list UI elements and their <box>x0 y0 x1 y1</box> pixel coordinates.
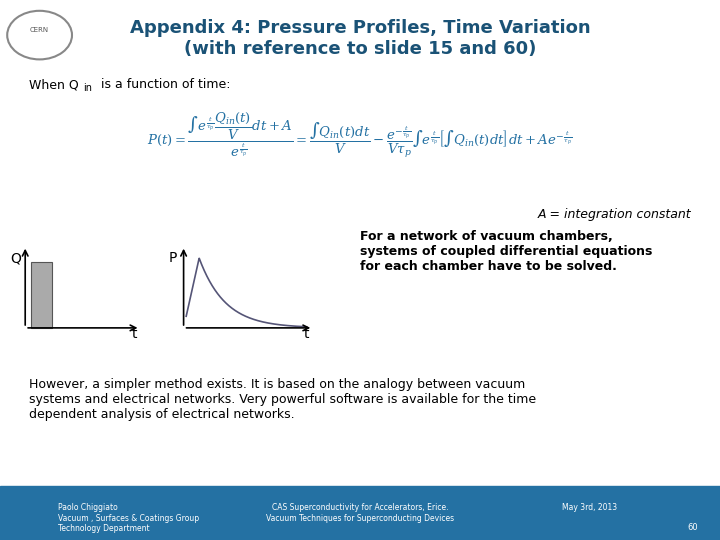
Bar <box>31 262 52 328</box>
Text: t: t <box>132 327 138 341</box>
Text: in: in <box>83 83 92 93</box>
Text: P: P <box>169 251 177 265</box>
Text: A = integration constant: A = integration constant <box>538 208 691 221</box>
Text: CERN: CERN <box>30 26 49 33</box>
Text: May 3rd, 2013: May 3rd, 2013 <box>562 503 617 512</box>
Text: Paolo Chiggiato
Vacuum , Surfaces & Coatings Group
Technology Department: Paolo Chiggiato Vacuum , Surfaces & Coat… <box>58 503 199 533</box>
Text: 60: 60 <box>688 523 698 532</box>
Text: Appendix 4: Pressure Profiles, Time Variation: Appendix 4: Pressure Profiles, Time Vari… <box>130 19 590 37</box>
Text: (with reference to slide 15 and 60): (with reference to slide 15 and 60) <box>184 40 536 58</box>
Text: When Q: When Q <box>29 78 78 91</box>
Bar <box>0 486 720 540</box>
Text: is a function of time:: is a function of time: <box>97 78 230 91</box>
Text: $P(t) = \dfrac{\int e^{\frac{t}{\tau_p}} \dfrac{Q_{in}(t)}{V} dt + A}{e^{\frac{t: $P(t) = \dfrac{\int e^{\frac{t}{\tau_p}}… <box>148 110 572 160</box>
Text: Q: Q <box>11 251 22 265</box>
Text: CAS Superconductivity for Accelerators, Erice.
Vacuum Techniques for Superconduc: CAS Superconductivity for Accelerators, … <box>266 503 454 523</box>
Text: For a network of vacuum chambers,
systems of coupled differential equations
for : For a network of vacuum chambers, system… <box>360 230 652 273</box>
Text: However, a simpler method exists. It is based on the analogy between vacuum
syst: However, a simpler method exists. It is … <box>29 378 536 421</box>
Text: t: t <box>304 327 310 341</box>
